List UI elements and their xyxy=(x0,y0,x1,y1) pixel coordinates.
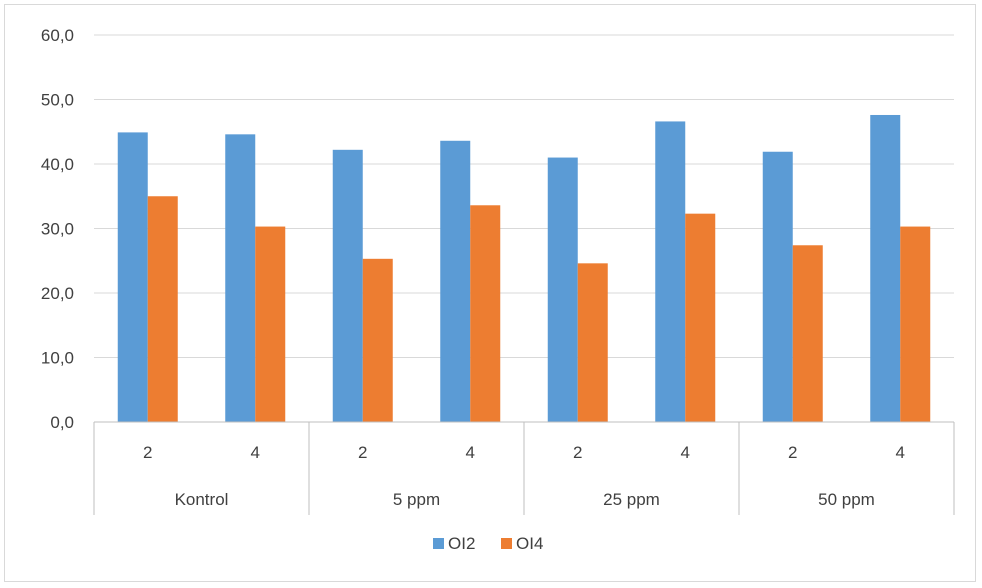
x-tick-label: 4 xyxy=(251,443,260,462)
x-tick-label: 2 xyxy=(788,443,797,462)
chart-frame: 0,0 10,0 20,0 30,0 40,0 50,0 60,0 2 4 2 4 2 4 2 4 Kontr… xyxy=(4,4,976,582)
bar-oi2 xyxy=(225,134,256,422)
bar-oi4 xyxy=(470,205,501,422)
y-tick-label: 60,0 xyxy=(41,26,74,45)
bar-oi2 xyxy=(547,157,578,423)
y-tick-label: 40,0 xyxy=(41,155,74,174)
bar-oi2 xyxy=(655,121,686,423)
group-label: 50 ppm xyxy=(818,490,875,509)
bar-oi4 xyxy=(900,226,931,422)
group-label: 5 ppm xyxy=(393,490,440,509)
legend-label: OI2 xyxy=(448,534,475,553)
x-tick-label: 4 xyxy=(896,443,905,462)
legend-swatch-oi4 xyxy=(501,538,512,549)
bar-oi2 xyxy=(870,114,901,422)
bar-oi2 xyxy=(762,151,793,422)
legend-label: OI4 xyxy=(516,534,543,553)
bar-oi4 xyxy=(147,196,178,422)
x-tick-label: 4 xyxy=(466,443,475,462)
group-label: Kontrol xyxy=(175,490,229,509)
group-label: 25 ppm xyxy=(603,490,660,509)
bar-chart: 0,0 10,0 20,0 30,0 40,0 50,0 60,0 2 4 2 4 2 4 2 4 Kontr… xyxy=(41,26,955,553)
bar-oi4 xyxy=(792,245,823,422)
y-tick-label: 30,0 xyxy=(41,220,74,239)
x-tick-label: 2 xyxy=(143,443,152,462)
bar-oi4 xyxy=(362,258,393,422)
bar-oi4 xyxy=(685,213,716,422)
bar-oi2 xyxy=(332,149,363,422)
bar-oi2 xyxy=(440,140,471,422)
bar-oi4 xyxy=(577,263,608,422)
x-tick-label: 2 xyxy=(573,443,582,462)
x-tick-label: 4 xyxy=(681,443,690,462)
x-tick-label: 2 xyxy=(358,443,367,462)
legend-swatch-oi2 xyxy=(433,538,444,549)
bar-oi4 xyxy=(255,226,286,422)
y-tick-label: 0,0 xyxy=(50,413,74,432)
bar-oi2 xyxy=(117,132,148,422)
y-tick-label: 10,0 xyxy=(41,349,74,368)
y-tick-label: 20,0 xyxy=(41,284,74,303)
y-tick-label: 50,0 xyxy=(41,91,74,110)
